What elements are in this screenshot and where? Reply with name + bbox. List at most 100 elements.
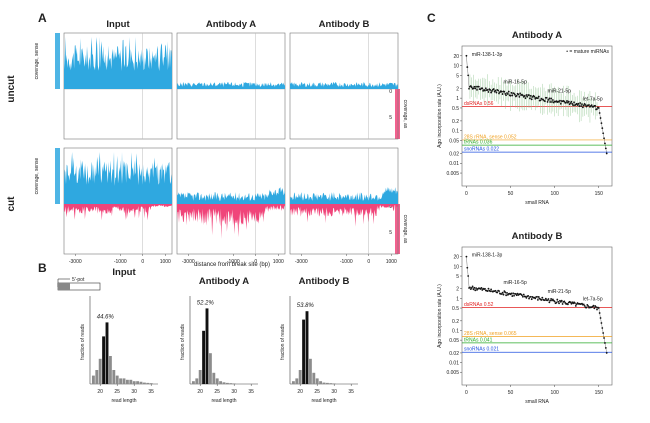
- x-axis-label: read length: [111, 398, 136, 404]
- chart-title: Antibody A: [199, 276, 249, 287]
- histogram-bar: [302, 319, 306, 384]
- histogram-bar: [139, 381, 143, 384]
- x-tick-label: -3000: [69, 259, 82, 265]
- data-point: [605, 152, 608, 155]
- panel-letter-a: A: [38, 11, 47, 25]
- plot-frame: [461, 246, 613, 386]
- y-tick-label: 0.1: [452, 328, 459, 334]
- panel-letter-b: B: [38, 261, 47, 275]
- reference-line-label: tRNAs 0.036: [464, 140, 493, 146]
- right-tick: 0: [389, 89, 392, 95]
- histogram-bar: [215, 378, 219, 384]
- y-tick-label: 1: [456, 296, 459, 302]
- rna-label: let-7a-5p: [583, 297, 603, 303]
- x-tick-label: 50: [508, 191, 514, 197]
- x-tick-label: 30: [131, 389, 137, 395]
- antisense-scale-bar: [395, 89, 400, 139]
- rna-label: miR-16-5p: [503, 80, 527, 86]
- y-axis-label: Ago incorporation rate (A.U.): [437, 284, 443, 348]
- x-tick-label: 25: [314, 389, 320, 395]
- trend-line: [466, 55, 607, 154]
- histogram-bar: [322, 382, 326, 384]
- ago-incorporation-panel: Antibody A20105210.50.20.10.050.020.010.…: [437, 30, 613, 405]
- y-tick-label: 5: [456, 73, 459, 79]
- sense-coverage: [290, 82, 398, 89]
- y-tick-label: 0.1: [452, 129, 459, 135]
- histogram-bar: [312, 372, 316, 384]
- histogram-bar: [191, 381, 195, 384]
- x-tick-label: 1000: [160, 259, 171, 265]
- y-tick-label: 0.005: [446, 370, 459, 376]
- rna-label: let-7a-5p: [583, 96, 603, 102]
- histogram-bar: [295, 378, 299, 384]
- column-title: Antibody B: [319, 19, 370, 30]
- histogram-bar: [112, 370, 116, 384]
- x-axis-label: read length: [211, 398, 236, 404]
- x-tick-label: 35: [348, 389, 354, 395]
- x-tick-label: 25: [114, 389, 120, 395]
- y-tick-label: 0.05: [449, 338, 459, 344]
- histogram-bar: [198, 370, 202, 384]
- x-tick-label: 50: [508, 390, 514, 396]
- x-tick-label: 20: [197, 389, 203, 395]
- histogram-bar: [222, 382, 226, 384]
- right-axis-label: coverage, as: [402, 100, 408, 129]
- x-tick-label: 0: [465, 191, 468, 197]
- sense-scale-bar: [55, 33, 60, 89]
- histogram-bar: [195, 378, 199, 384]
- percentage-annotation: 44.6%: [97, 314, 115, 320]
- chart-title: Input: [112, 267, 136, 278]
- histogram-bar: [205, 308, 209, 384]
- coverage-panel: Input Antibody A Antibody B uncut coverage, …: [6, 19, 408, 268]
- y-tick-label: 0.5: [452, 306, 459, 312]
- histogram-bar: [319, 381, 323, 384]
- reference-line-label: dsRNAs 0.56: [464, 101, 494, 107]
- histogram-bar: [332, 383, 336, 384]
- reference-line-label: 28S rRNA, sense 0.065: [464, 331, 517, 337]
- x-tick-label: 30: [331, 389, 337, 395]
- sense-scale-bar: [55, 148, 60, 204]
- x-tick-label: 1000: [386, 259, 397, 265]
- histogram-bar: [146, 382, 150, 384]
- histogram-bar: [98, 358, 102, 384]
- row-label: uncut: [6, 75, 17, 103]
- x-tick-label: 0: [141, 259, 144, 265]
- antisense-scale-bar: [395, 204, 400, 254]
- y-tick-label: 5: [456, 274, 459, 280]
- row-label: cut: [6, 196, 17, 212]
- sense-coverage: [64, 37, 172, 89]
- reference-line-label: 28S rRNA, sense 0.052: [464, 134, 517, 140]
- right-tick: 5: [389, 230, 392, 236]
- histogram-bar: [119, 378, 123, 384]
- sense-coverage: [64, 152, 172, 204]
- x-tick-label: -3000: [182, 259, 195, 265]
- y-tick-label: 10: [453, 264, 459, 270]
- x-tick-label: 0: [254, 259, 257, 265]
- x-axis-label: small RNA: [525, 200, 549, 206]
- histogram-bar: [219, 381, 223, 384]
- y-tick-label: 20: [453, 54, 459, 60]
- y-tick-label: 0.02: [449, 351, 459, 357]
- x-tick-label: -1000: [340, 259, 353, 265]
- chart-title: Antibody A: [512, 30, 562, 41]
- histogram-bar: [225, 382, 229, 384]
- reference-line-label: tRNAs 0.041: [464, 337, 493, 343]
- y-tick-label: 0.01: [449, 161, 459, 167]
- plot-frame: [461, 45, 613, 187]
- schematic-label: 5'-pot: [72, 277, 85, 283]
- histogram-bar: [149, 383, 153, 384]
- x-axis-label: distance from break site (bp): [194, 262, 270, 268]
- histogram-bar: [125, 379, 129, 384]
- y-axis-label: Ago incorporation rate (A.U.): [437, 84, 443, 148]
- y-axis-label: fraction of reads: [280, 324, 286, 360]
- histogram-bar: [95, 370, 99, 384]
- left-axis-label: coverage, sense: [34, 42, 40, 79]
- chart-title: Antibody B: [512, 231, 563, 242]
- reference-line-label: snoRNAs 0.022: [464, 147, 499, 153]
- y-tick-label: 0.2: [452, 319, 459, 325]
- histogram-bar: [202, 330, 206, 384]
- histogram-bar: [102, 336, 106, 384]
- trend-line: [466, 256, 607, 353]
- chart-title: Antibody B: [299, 276, 350, 287]
